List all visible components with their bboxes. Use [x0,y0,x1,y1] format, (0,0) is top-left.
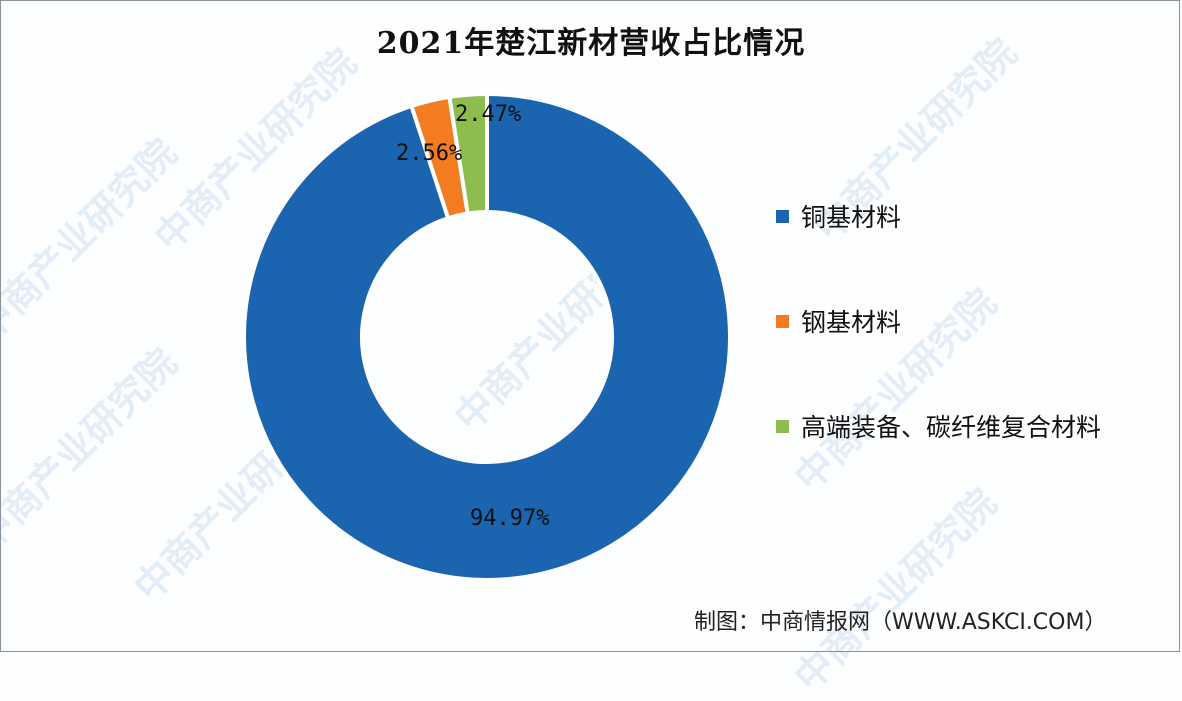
legend-label: 铜基材料 [801,203,902,232]
chart-title: 2021年楚江新材营收占比情况 [376,26,806,61]
donut-slice-2 [447,91,489,216]
legend: 铜基材料 钢基材料 高端装备、碳纤维复合材料 [776,196,1101,446]
data-label-copper: 94.97% [470,506,550,531]
legend-swatch-icon [776,209,789,223]
data-label-equipment: 2.47% [455,102,522,127]
source-note: 制图：中商情报网（WWW.ASKCI.COM） [694,610,1107,635]
legend-item-equipment: 高端装备、碳纤维复合材料 [776,406,1101,446]
donut-chart [242,91,732,582]
legend-label: 高端装备、碳纤维复合材料 [801,413,1102,442]
data-label-steel: 2.56% [396,141,463,166]
legend-item-steel: 钢基材料 [776,301,1101,341]
legend-label: 钢基材料 [801,308,902,337]
donut-slice-0 [242,91,732,582]
legend-swatch-icon [776,419,789,433]
legend-swatch-icon [776,314,789,328]
legend-item-copper: 铜基材料 [776,196,1101,236]
